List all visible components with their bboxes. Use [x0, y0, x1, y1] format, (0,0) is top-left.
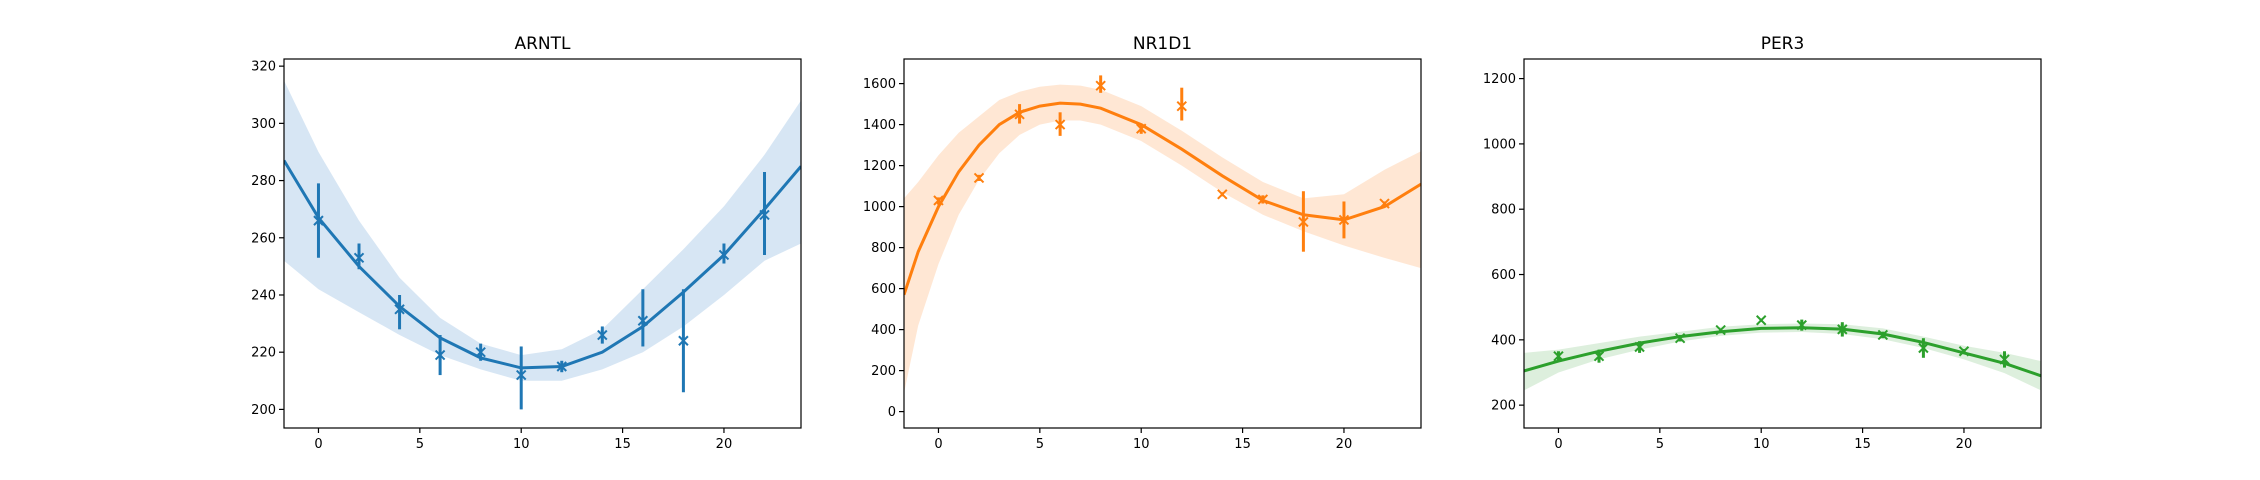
y-tick-label: 800 — [1491, 203, 1516, 218]
axes-frame — [1523, 58, 2042, 429]
data-point — [1674, 332, 1686, 344]
y-tick-label: 600 — [871, 282, 896, 297]
y-tick-label: 400 — [1491, 333, 1516, 348]
data-point — [1958, 346, 1970, 357]
data-point — [1136, 123, 1147, 134]
confidence-band — [284, 80, 801, 381]
x-tick-label: 15 — [614, 437, 631, 452]
x-tick-label: 5 — [1036, 437, 1044, 452]
data-point — [1756, 315, 1767, 326]
y-tick-label: 1200 — [863, 159, 896, 174]
axes-frame — [283, 58, 802, 429]
y-tick-label: 320 — [251, 60, 276, 75]
x-tick-label: 20 — [716, 437, 733, 452]
data-point — [1298, 216, 1309, 228]
confidence-band — [1524, 323, 2041, 391]
y-tick-label: 1000 — [1483, 137, 1516, 152]
data-point — [1593, 350, 1605, 362]
data-point — [718, 249, 730, 261]
data-point — [353, 252, 365, 264]
y-tick-label: 200 — [871, 364, 896, 379]
data-point — [1796, 319, 1807, 331]
y-tick-label: 200 — [251, 403, 276, 418]
x-tick-label: 15 — [1854, 437, 1871, 452]
x-tick-label: 20 — [1956, 437, 1973, 452]
data-point — [933, 195, 944, 206]
data-point — [394, 304, 405, 315]
fit-curve — [1524, 326, 2041, 378]
x-tick-label: 5 — [1656, 437, 1664, 452]
y-tick-label: 1000 — [863, 200, 896, 215]
y-tick-label: 1200 — [1483, 72, 1516, 87]
data-point — [434, 349, 446, 361]
data-point — [1877, 329, 1889, 341]
data-point — [759, 209, 770, 221]
data-point — [637, 315, 649, 326]
y-tick-label: 1400 — [863, 118, 896, 133]
nr1d1-panel: 0 5 10 15 2002004006008001000120014001600NR1… — [863, 34, 1422, 452]
data-point — [1014, 109, 1025, 120]
data-point — [1837, 324, 1848, 335]
y-tick-label: 0 — [888, 405, 896, 420]
y-tick-label: 400 — [871, 323, 896, 338]
y-tick-label: 240 — [251, 288, 276, 303]
data-point — [597, 329, 608, 341]
x-tick-label: 5 — [416, 437, 424, 452]
data-point — [1379, 198, 1390, 209]
plot-area — [1524, 315, 2041, 391]
y-tick-label: 260 — [251, 231, 276, 246]
data-point — [516, 369, 527, 381]
data-point — [556, 361, 567, 372]
chart-title: ARNTL — [514, 34, 571, 54]
x-tick-label: 0 — [1554, 437, 1562, 452]
data-point — [1257, 194, 1269, 205]
arntl-panel: 0 5 10 15 20 200 220 240 260 280 300 320 ARNTL — [251, 34, 802, 452]
y-tick-label: 800 — [871, 241, 896, 256]
data-point — [1634, 341, 1645, 353]
y-tick-label: 280 — [251, 174, 276, 189]
data-point — [1918, 342, 1929, 354]
data-point — [1999, 354, 2010, 365]
data-point — [973, 172, 985, 184]
y-tick-label: 220 — [251, 346, 276, 361]
x-tick-label: 10 — [1753, 437, 1770, 452]
x-tick-label: 0 — [934, 437, 942, 452]
confidence-band — [904, 84, 1421, 394]
x-tick-label: 10 — [513, 437, 530, 452]
data-point — [1338, 214, 1350, 226]
data-point — [1553, 350, 1564, 362]
axes-frame — [903, 58, 1422, 429]
fit-curve — [284, 159, 801, 370]
x-tick-label: 20 — [1336, 437, 1353, 452]
data-point — [475, 346, 486, 358]
y-tick-label: 600 — [1491, 268, 1516, 283]
plot-area — [284, 80, 801, 410]
data-point — [1217, 189, 1228, 200]
data-point — [313, 215, 324, 226]
data-point — [1095, 80, 1106, 91]
x-tick-label: 0 — [314, 437, 322, 452]
y-tick-label: 1600 — [863, 77, 896, 92]
x-tick-label: 15 — [1234, 437, 1251, 452]
x-tick-label: 10 — [1133, 437, 1150, 452]
plot-area — [904, 75, 1421, 394]
y-tick-label: 200 — [1491, 399, 1516, 414]
data-point — [1715, 324, 1726, 336]
chart-title: PER3 — [1761, 34, 1805, 54]
chart-title: NR1D1 — [1133, 34, 1192, 54]
y-tick-label: 300 — [251, 117, 276, 132]
per3-panel: 0 5 10 15 20 200 400 600 800 1000 1200 PER3 — [1483, 34, 2042, 452]
data-point — [1176, 100, 1187, 112]
data-point — [678, 335, 689, 346]
data-point — [1054, 119, 1066, 130]
